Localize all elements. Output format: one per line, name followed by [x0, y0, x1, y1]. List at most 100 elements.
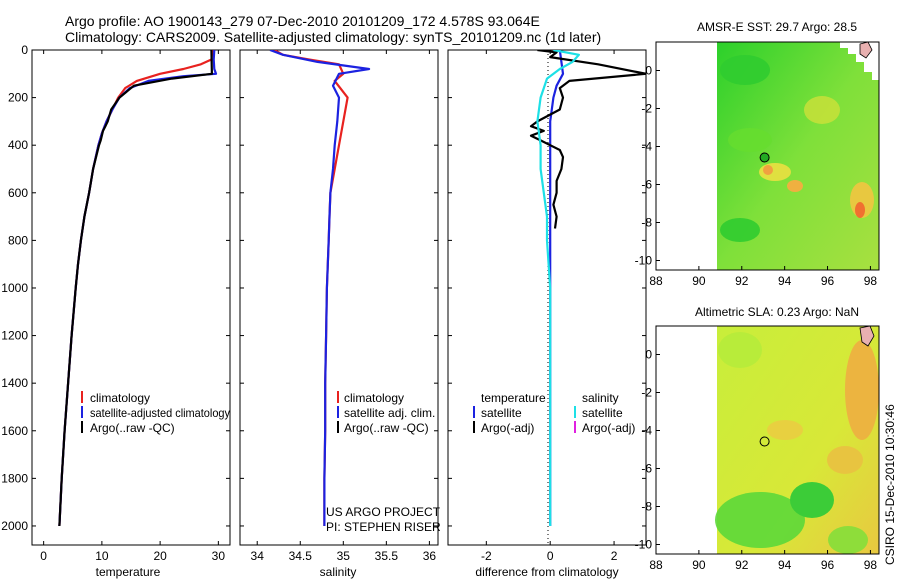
difference-panel: -2 0 2 difference from climatology tempera… [447, 49, 647, 579]
project-annotation-line-2: PI: STEPHEN RISER [326, 520, 441, 534]
side-credit: CSIRO 15-Dec-2010 10:30:46 [883, 404, 897, 565]
sla-features [715, 325, 879, 554]
salinity-frame [239, 49, 439, 546]
sla-low-patch [718, 332, 762, 368]
sla-map-panel: Altimetric SLA: 0.23 Argo: NaN 88 90 92 94 9… [635, 305, 880, 572]
sla-low-patch [828, 526, 868, 554]
sst-hot-spot [855, 202, 865, 218]
series-line-temperature-argo-adj- [529, 50, 646, 229]
x-tick-label: 10 [95, 549, 109, 563]
legend-label-argo: Argo(..raw -QC) [90, 421, 175, 435]
y-tick-label: 2000 [1, 519, 28, 533]
map-x-tick-label: 98 [864, 274, 878, 288]
x-tick-label: 0 [40, 549, 47, 563]
x-tick-label: 2 [611, 549, 618, 563]
sla-map-title: Altimetric SLA: 0.23 Argo: NaN [695, 305, 859, 319]
map-x-tick-label: 98 [864, 558, 878, 572]
map-x-tick-label: 96 [821, 558, 835, 572]
series-line-salinity-satellite [536, 50, 581, 526]
map-x-tick-label: 96 [821, 274, 835, 288]
difference-xlabel: difference from climatology [475, 565, 618, 579]
salinity-panel: 34 34.5 35 35.5 36 salinity climatology sate… [239, 49, 441, 579]
series-line-satellite-adj-clim- [269, 50, 371, 526]
series-line-satellite-adjusted-climatology [58, 50, 218, 527]
map-y-tick-label: -8 [641, 216, 652, 230]
difference-legend: temperature satellite Argo(-adj) salinit… [473, 391, 635, 435]
x-tick-label: 30 [212, 549, 226, 563]
temperature-frame [31, 49, 231, 546]
map-x-tick-label: 94 [778, 274, 792, 288]
y-tick-label: 1600 [1, 424, 28, 438]
map-y-tick-label: -6 [641, 462, 652, 476]
map-y-tick-label: -2 [641, 102, 652, 116]
sst-warm-patch [728, 128, 772, 152]
map-x-tick-label: 92 [735, 274, 749, 288]
legend-label-climatology: climatology [344, 391, 404, 405]
x-tick-label: -2 [481, 549, 492, 563]
x-tick-label: 34.5 [289, 549, 313, 563]
map-y-tick-label: -8 [641, 500, 652, 514]
sla-low-patch [790, 482, 834, 518]
legend-label-temp-satellite: satellite [481, 406, 522, 420]
x-tick-label: 36 [423, 549, 437, 563]
temperature-xlabel: temperature [96, 565, 161, 579]
map-y-tick-label: -2 [641, 386, 652, 400]
y-tick-label: 600 [8, 186, 28, 200]
sla-high-patch [827, 446, 863, 474]
sst-warm-patch [804, 96, 840, 124]
y-tick-label: 0 [21, 43, 28, 57]
sst-map-frame [655, 41, 880, 271]
sla-low-patch [715, 492, 805, 548]
map-y-tick-label: -10 [635, 538, 653, 552]
y-tick-label: 1200 [1, 329, 28, 343]
map-y-tick-label: -4 [641, 424, 652, 438]
sst-warm-patch [787, 180, 803, 192]
sst-features [720, 41, 879, 242]
map-x-tick-label: 92 [735, 558, 749, 572]
project-annotation-line-1: US ARGO PROJECT [326, 505, 441, 519]
argo-float-marker [759, 436, 770, 447]
legend-label-climatology: climatology [90, 391, 150, 405]
y-tick-label: 800 [8, 233, 28, 247]
x-tick-label: 35.5 [375, 549, 399, 563]
sla-high-patch [845, 340, 879, 440]
x-tick-label: 35 [337, 549, 351, 563]
y-tick-label: 200 [8, 91, 28, 105]
legend-label-sal-argo: Argo(-adj) [582, 421, 635, 435]
legend-label-satellite: satellite-adjusted climatology [90, 406, 230, 420]
map-x-tick-label: 90 [692, 558, 706, 572]
sla-high-patch [767, 420, 803, 440]
map-x-tick-label: 94 [778, 558, 792, 572]
map-y-tick-label: -6 [641, 178, 652, 192]
x-tick-label: 20 [153, 549, 167, 563]
x-tick-label: 34 [251, 549, 265, 563]
map-y-tick-label: 0 [645, 64, 652, 78]
y-tick-label: 1400 [1, 376, 28, 390]
argo-float-marker [759, 152, 770, 163]
legend-heading-temperature: temperature [481, 391, 546, 405]
legend-label-satellite: satellite adj. clim. [344, 406, 435, 420]
series-line-climatology [58, 50, 214, 527]
difference-frame [447, 49, 647, 546]
series-line-argo-raw-qc- [58, 50, 213, 527]
temperature-panel: 0 10 20 30 0 200 400 600 800 1000 1200 1400 1600 1800… [1, 43, 231, 579]
temperature-legend: climatology satellite-adjusted climatolo… [81, 391, 230, 435]
title-line-2: Climatology: CARS2009. Satellite-adjuste… [65, 29, 601, 45]
salinity-xlabel: salinity [320, 565, 357, 579]
legend-label-sal-satellite: satellite [582, 406, 623, 420]
map-y-tick-label: 0 [645, 348, 652, 362]
map-y-tick-label: -4 [641, 140, 652, 154]
sst-map-title: AMSR-E SST: 29.7 Argo: 28.5 [697, 20, 857, 34]
map-x-tick-label: 90 [692, 274, 706, 288]
sst-cool-patch [720, 55, 770, 85]
sla-map-frame [655, 325, 880, 555]
sst-cool-patch [720, 218, 760, 242]
x-tick-label: 0 [547, 549, 554, 563]
map-x-tick-label: 88 [649, 274, 663, 288]
legend-label-temp-argo: Argo(-adj) [481, 421, 534, 435]
legend-heading-salinity: salinity [582, 391, 619, 405]
map-x-tick-label: 88 [649, 558, 663, 572]
salinity-legend: climatology satellite adj. clim. Argo(..… [337, 391, 435, 435]
map-y-tick-label: -10 [635, 254, 653, 268]
